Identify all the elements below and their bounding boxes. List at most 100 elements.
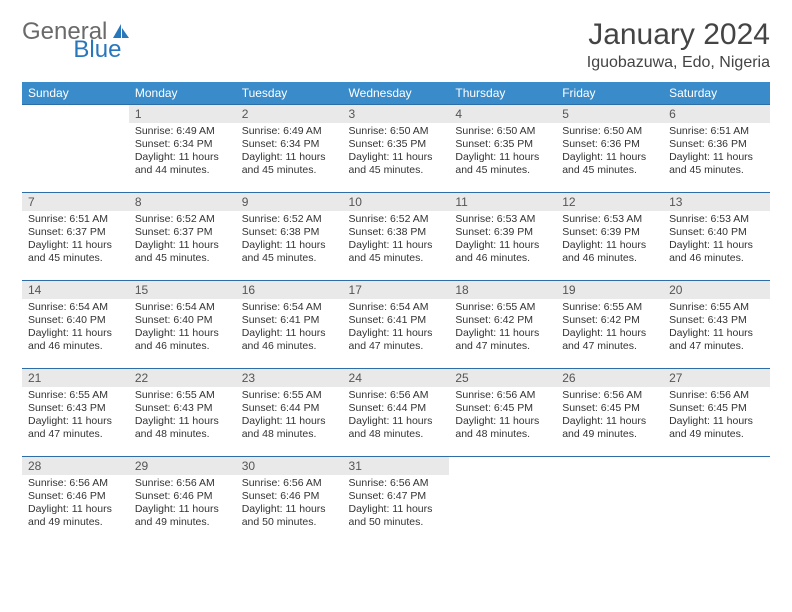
- day-content: Sunrise: 6:54 AMSunset: 6:40 PMDaylight:…: [129, 299, 236, 358]
- day-content: Sunrise: 6:52 AMSunset: 6:38 PMDaylight:…: [236, 211, 343, 270]
- calendar-row: 14Sunrise: 6:54 AMSunset: 6:40 PMDayligh…: [22, 281, 770, 369]
- day-number: 5: [556, 105, 663, 123]
- day-number: 21: [22, 369, 129, 387]
- calendar-cell: 8Sunrise: 6:52 AMSunset: 6:37 PMDaylight…: [129, 193, 236, 281]
- calendar-cell: 16Sunrise: 6:54 AMSunset: 6:41 PMDayligh…: [236, 281, 343, 369]
- calendar-cell: 13Sunrise: 6:53 AMSunset: 6:40 PMDayligh…: [663, 193, 770, 281]
- calendar-cell: [556, 457, 663, 545]
- day-number: 1: [129, 105, 236, 123]
- day-content: Sunrise: 6:49 AMSunset: 6:34 PMDaylight:…: [236, 123, 343, 182]
- day-content: Sunrise: 6:56 AMSunset: 6:44 PMDaylight:…: [343, 387, 450, 446]
- calendar-cell: 6Sunrise: 6:51 AMSunset: 6:36 PMDaylight…: [663, 105, 770, 193]
- calendar-cell: 28Sunrise: 6:56 AMSunset: 6:46 PMDayligh…: [22, 457, 129, 545]
- day-number: 18: [449, 281, 556, 299]
- calendar-cell: [449, 457, 556, 545]
- day-content: Sunrise: 6:52 AMSunset: 6:37 PMDaylight:…: [129, 211, 236, 270]
- calendar-cell: 20Sunrise: 6:55 AMSunset: 6:43 PMDayligh…: [663, 281, 770, 369]
- day-number: 28: [22, 457, 129, 475]
- day-number: 31: [343, 457, 450, 475]
- calendar-row: 28Sunrise: 6:56 AMSunset: 6:46 PMDayligh…: [22, 457, 770, 545]
- calendar-cell: 23Sunrise: 6:55 AMSunset: 6:44 PMDayligh…: [236, 369, 343, 457]
- day-number: 16: [236, 281, 343, 299]
- calendar-cell: 27Sunrise: 6:56 AMSunset: 6:45 PMDayligh…: [663, 369, 770, 457]
- weekday-header: Saturday: [663, 82, 770, 105]
- day-number: 23: [236, 369, 343, 387]
- calendar-cell: 9Sunrise: 6:52 AMSunset: 6:38 PMDaylight…: [236, 193, 343, 281]
- calendar-cell: 4Sunrise: 6:50 AMSunset: 6:35 PMDaylight…: [449, 105, 556, 193]
- day-content: Sunrise: 6:56 AMSunset: 6:45 PMDaylight:…: [449, 387, 556, 446]
- day-content: Sunrise: 6:52 AMSunset: 6:38 PMDaylight:…: [343, 211, 450, 270]
- day-content: Sunrise: 6:55 AMSunset: 6:43 PMDaylight:…: [663, 299, 770, 358]
- calendar-cell: 21Sunrise: 6:55 AMSunset: 6:43 PMDayligh…: [22, 369, 129, 457]
- day-number: 15: [129, 281, 236, 299]
- day-number: 3: [343, 105, 450, 123]
- calendar-row: 21Sunrise: 6:55 AMSunset: 6:43 PMDayligh…: [22, 369, 770, 457]
- logo: General Blue: [22, 18, 183, 46]
- month-title: January 2024: [587, 18, 770, 52]
- day-number: 26: [556, 369, 663, 387]
- calendar-cell: 26Sunrise: 6:56 AMSunset: 6:45 PMDayligh…: [556, 369, 663, 457]
- day-number: 10: [343, 193, 450, 211]
- weekday-header: Friday: [556, 82, 663, 105]
- header: General Blue January 2024 Iguobazuwa, Ed…: [22, 18, 770, 72]
- day-number: 6: [663, 105, 770, 123]
- calendar-cell: 10Sunrise: 6:52 AMSunset: 6:38 PMDayligh…: [343, 193, 450, 281]
- calendar-cell: [663, 457, 770, 545]
- day-number: 11: [449, 193, 556, 211]
- calendar-cell: 31Sunrise: 6:56 AMSunset: 6:47 PMDayligh…: [343, 457, 450, 545]
- calendar-cell: 22Sunrise: 6:55 AMSunset: 6:43 PMDayligh…: [129, 369, 236, 457]
- calendar-cell: 11Sunrise: 6:53 AMSunset: 6:39 PMDayligh…: [449, 193, 556, 281]
- calendar-cell: 25Sunrise: 6:56 AMSunset: 6:45 PMDayligh…: [449, 369, 556, 457]
- day-content: Sunrise: 6:53 AMSunset: 6:40 PMDaylight:…: [663, 211, 770, 270]
- day-number: 13: [663, 193, 770, 211]
- day-number: 27: [663, 369, 770, 387]
- calendar-cell: 14Sunrise: 6:54 AMSunset: 6:40 PMDayligh…: [22, 281, 129, 369]
- weekday-header: Sunday: [22, 82, 129, 105]
- day-number: 4: [449, 105, 556, 123]
- day-content: Sunrise: 6:56 AMSunset: 6:45 PMDaylight:…: [663, 387, 770, 446]
- day-number: 14: [22, 281, 129, 299]
- calendar-cell: 15Sunrise: 6:54 AMSunset: 6:40 PMDayligh…: [129, 281, 236, 369]
- calendar-cell: 7Sunrise: 6:51 AMSunset: 6:37 PMDaylight…: [22, 193, 129, 281]
- day-number: 2: [236, 105, 343, 123]
- calendar-cell: 1Sunrise: 6:49 AMSunset: 6:34 PMDaylight…: [129, 105, 236, 193]
- day-content: Sunrise: 6:53 AMSunset: 6:39 PMDaylight:…: [449, 211, 556, 270]
- weekday-header-row: SundayMondayTuesdayWednesdayThursdayFrid…: [22, 82, 770, 105]
- logo-text-part2: Blue: [73, 36, 121, 64]
- calendar-cell: 5Sunrise: 6:50 AMSunset: 6:36 PMDaylight…: [556, 105, 663, 193]
- day-content: Sunrise: 6:50 AMSunset: 6:35 PMDaylight:…: [343, 123, 450, 182]
- day-content: Sunrise: 6:49 AMSunset: 6:34 PMDaylight:…: [129, 123, 236, 182]
- day-content: Sunrise: 6:54 AMSunset: 6:41 PMDaylight:…: [236, 299, 343, 358]
- calendar-cell: 12Sunrise: 6:53 AMSunset: 6:39 PMDayligh…: [556, 193, 663, 281]
- day-content: Sunrise: 6:56 AMSunset: 6:47 PMDaylight:…: [343, 475, 450, 534]
- day-number: 25: [449, 369, 556, 387]
- calendar-row: 1Sunrise: 6:49 AMSunset: 6:34 PMDaylight…: [22, 105, 770, 193]
- day-number: 30: [236, 457, 343, 475]
- calendar-cell: 3Sunrise: 6:50 AMSunset: 6:35 PMDaylight…: [343, 105, 450, 193]
- day-content: Sunrise: 6:55 AMSunset: 6:42 PMDaylight:…: [556, 299, 663, 358]
- day-content: Sunrise: 6:56 AMSunset: 6:45 PMDaylight:…: [556, 387, 663, 446]
- calendar-cell: 19Sunrise: 6:55 AMSunset: 6:42 PMDayligh…: [556, 281, 663, 369]
- title-block: January 2024 Iguobazuwa, Edo, Nigeria: [587, 18, 770, 72]
- day-content: Sunrise: 6:50 AMSunset: 6:35 PMDaylight:…: [449, 123, 556, 182]
- calendar-cell: 2Sunrise: 6:49 AMSunset: 6:34 PMDaylight…: [236, 105, 343, 193]
- weekday-header: Tuesday: [236, 82, 343, 105]
- day-content: Sunrise: 6:54 AMSunset: 6:41 PMDaylight:…: [343, 299, 450, 358]
- weekday-header: Monday: [129, 82, 236, 105]
- day-content: Sunrise: 6:51 AMSunset: 6:36 PMDaylight:…: [663, 123, 770, 182]
- calendar-cell: 30Sunrise: 6:56 AMSunset: 6:46 PMDayligh…: [236, 457, 343, 545]
- day-content: Sunrise: 6:56 AMSunset: 6:46 PMDaylight:…: [22, 475, 129, 534]
- day-number: 17: [343, 281, 450, 299]
- calendar-cell: 29Sunrise: 6:56 AMSunset: 6:46 PMDayligh…: [129, 457, 236, 545]
- day-content: Sunrise: 6:51 AMSunset: 6:37 PMDaylight:…: [22, 211, 129, 270]
- day-number: 20: [663, 281, 770, 299]
- day-content: Sunrise: 6:55 AMSunset: 6:44 PMDaylight:…: [236, 387, 343, 446]
- day-content: Sunrise: 6:56 AMSunset: 6:46 PMDaylight:…: [129, 475, 236, 534]
- weekday-header: Thursday: [449, 82, 556, 105]
- day-number: 9: [236, 193, 343, 211]
- day-number: 19: [556, 281, 663, 299]
- day-content: Sunrise: 6:55 AMSunset: 6:43 PMDaylight:…: [129, 387, 236, 446]
- calendar-body: 1Sunrise: 6:49 AMSunset: 6:34 PMDaylight…: [22, 105, 770, 545]
- day-number: 12: [556, 193, 663, 211]
- day-content: Sunrise: 6:53 AMSunset: 6:39 PMDaylight:…: [556, 211, 663, 270]
